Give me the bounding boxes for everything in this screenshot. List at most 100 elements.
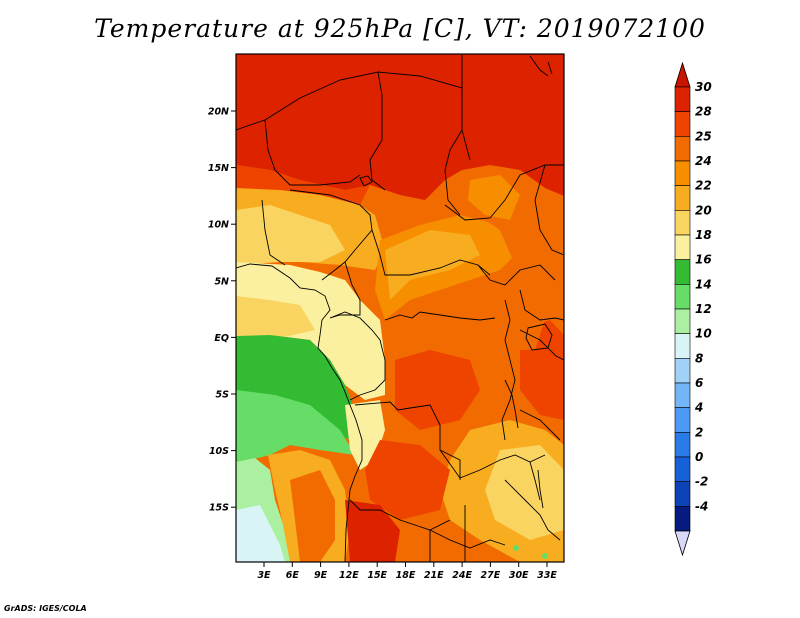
colorbar-label: 18 bbox=[695, 228, 712, 242]
colorbar-label: 28 bbox=[695, 105, 712, 119]
lat-label: 10S bbox=[209, 446, 229, 457]
coastline-west bbox=[236, 263, 363, 562]
colorbar-swatch bbox=[674, 407, 691, 433]
field-green-mid bbox=[236, 390, 355, 462]
border-malawi bbox=[529, 461, 541, 501]
colorbar-swatch bbox=[674, 284, 691, 310]
colorbar-top-arrow bbox=[674, 61, 691, 88]
lat-label: 15S bbox=[209, 503, 229, 514]
field-central-light bbox=[385, 230, 480, 300]
colorbar-swatch bbox=[674, 382, 691, 408]
lake-malawi bbox=[537, 469, 544, 509]
lon-label: 21E bbox=[424, 570, 444, 581]
lon-label: 6E bbox=[286, 570, 300, 581]
page-title: Temperature at 925hPa [C], VT: 201907210… bbox=[94, 14, 706, 43]
field-ethiopia-light bbox=[468, 175, 520, 220]
field-lake-area bbox=[500, 300, 545, 350]
lon-label: 27E bbox=[481, 570, 501, 581]
colorbar-swatch bbox=[674, 234, 691, 260]
colorbar-label: 8 bbox=[695, 351, 703, 365]
border-ethiopia bbox=[534, 164, 564, 256]
field-south-orange bbox=[290, 470, 335, 562]
lat-label: 5S bbox=[216, 390, 230, 401]
colorbar-swatch bbox=[674, 506, 691, 532]
border-cameroon bbox=[329, 261, 361, 319]
border-niger-algeria bbox=[264, 71, 386, 191]
field-north-hot bbox=[236, 54, 564, 200]
colorbar-swatch bbox=[674, 333, 691, 359]
colorbar-label: 16 bbox=[695, 253, 712, 267]
credit-text: GrADS: IGES/COLA bbox=[4, 604, 87, 613]
colorbar-swatch bbox=[674, 481, 691, 507]
border-uganda-kenya bbox=[519, 289, 564, 321]
border-drc-west bbox=[384, 311, 496, 321]
colorbar-swatch bbox=[674, 432, 691, 458]
field-cyan bbox=[236, 505, 285, 562]
colorbar-swatch bbox=[674, 308, 691, 334]
colorbar-swatch bbox=[674, 259, 691, 285]
colorbar-swatch bbox=[674, 185, 691, 211]
colorbar-swatch bbox=[674, 111, 691, 137]
colorbar-swatch bbox=[674, 210, 691, 236]
colorbar-label: -2 bbox=[695, 475, 708, 489]
colorbar-label: 14 bbox=[695, 277, 712, 291]
lon-axis: 3E 6E 9E 12E 15E 18E 21E 24E 27E 30E 33E bbox=[257, 562, 557, 581]
lon-label: 24E bbox=[452, 570, 472, 581]
colorbar-label: 6 bbox=[695, 376, 703, 390]
lon-label: 12E bbox=[339, 570, 359, 581]
field-west-light bbox=[236, 205, 345, 265]
lat-label: 10N bbox=[208, 220, 229, 231]
border-car bbox=[371, 229, 491, 276]
colorbar-label: 25 bbox=[695, 129, 712, 143]
border-botswana bbox=[429, 529, 506, 549]
red-sea-coast bbox=[529, 55, 553, 77]
field-east-south-light bbox=[485, 445, 564, 540]
colorbar-swatch bbox=[674, 86, 691, 112]
border-namibia-south bbox=[429, 505, 466, 562]
lat-label: 5N bbox=[214, 276, 229, 287]
colorbar-label: 0 bbox=[695, 450, 703, 464]
field-zambia-red bbox=[365, 440, 450, 520]
colorbar-swatch bbox=[674, 160, 691, 186]
colorbar-label: 22 bbox=[695, 179, 712, 193]
border-drc-east bbox=[501, 299, 516, 441]
border-chad-sudan bbox=[444, 55, 463, 216]
lon-label: 18E bbox=[396, 570, 416, 581]
border-mali-niger bbox=[236, 119, 361, 186]
lat-label: EQ bbox=[214, 333, 229, 344]
lon-label: 33E bbox=[537, 570, 557, 581]
border-mozambique bbox=[504, 479, 561, 541]
lon-label: 15E bbox=[367, 570, 387, 581]
lat-axis: 20N 15N 10N 5N EQ 5S 10S 15S bbox=[208, 107, 236, 514]
colorbar-label: 24 bbox=[695, 154, 712, 168]
lake-victoria bbox=[525, 323, 553, 351]
map-frame bbox=[235, 53, 565, 563]
colorbar-label: 4 bbox=[694, 401, 703, 415]
colorbar-label: -4 bbox=[695, 499, 708, 513]
field-gulf-amber bbox=[236, 296, 315, 338]
lon-label: 9E bbox=[314, 570, 328, 581]
field-south-red bbox=[345, 500, 400, 562]
lake-tanganyika bbox=[504, 379, 519, 429]
borders bbox=[236, 55, 564, 562]
colorbar-bottom-arrow bbox=[674, 530, 691, 557]
border-namibia bbox=[349, 499, 451, 531]
colorbar-label: 10 bbox=[695, 327, 712, 341]
lake-chad bbox=[359, 175, 373, 187]
field-drc-red bbox=[395, 350, 480, 430]
colorbar-label: 30 bbox=[695, 80, 712, 94]
border-south-sudan bbox=[477, 264, 556, 286]
colorbar-label: 2 bbox=[695, 425, 703, 439]
lat-label: 15N bbox=[208, 163, 229, 174]
colorbar-label: 12 bbox=[695, 302, 712, 316]
lat-label: 20N bbox=[208, 107, 229, 118]
border-angola bbox=[354, 401, 461, 480]
temperature-field bbox=[236, 54, 564, 562]
colorbar-swatch bbox=[674, 456, 691, 482]
colorbar-label: 20 bbox=[695, 203, 712, 217]
colorbar-swatch bbox=[674, 358, 691, 384]
colorbar-swatch bbox=[674, 136, 691, 162]
border-gabon-congo bbox=[329, 311, 386, 401]
